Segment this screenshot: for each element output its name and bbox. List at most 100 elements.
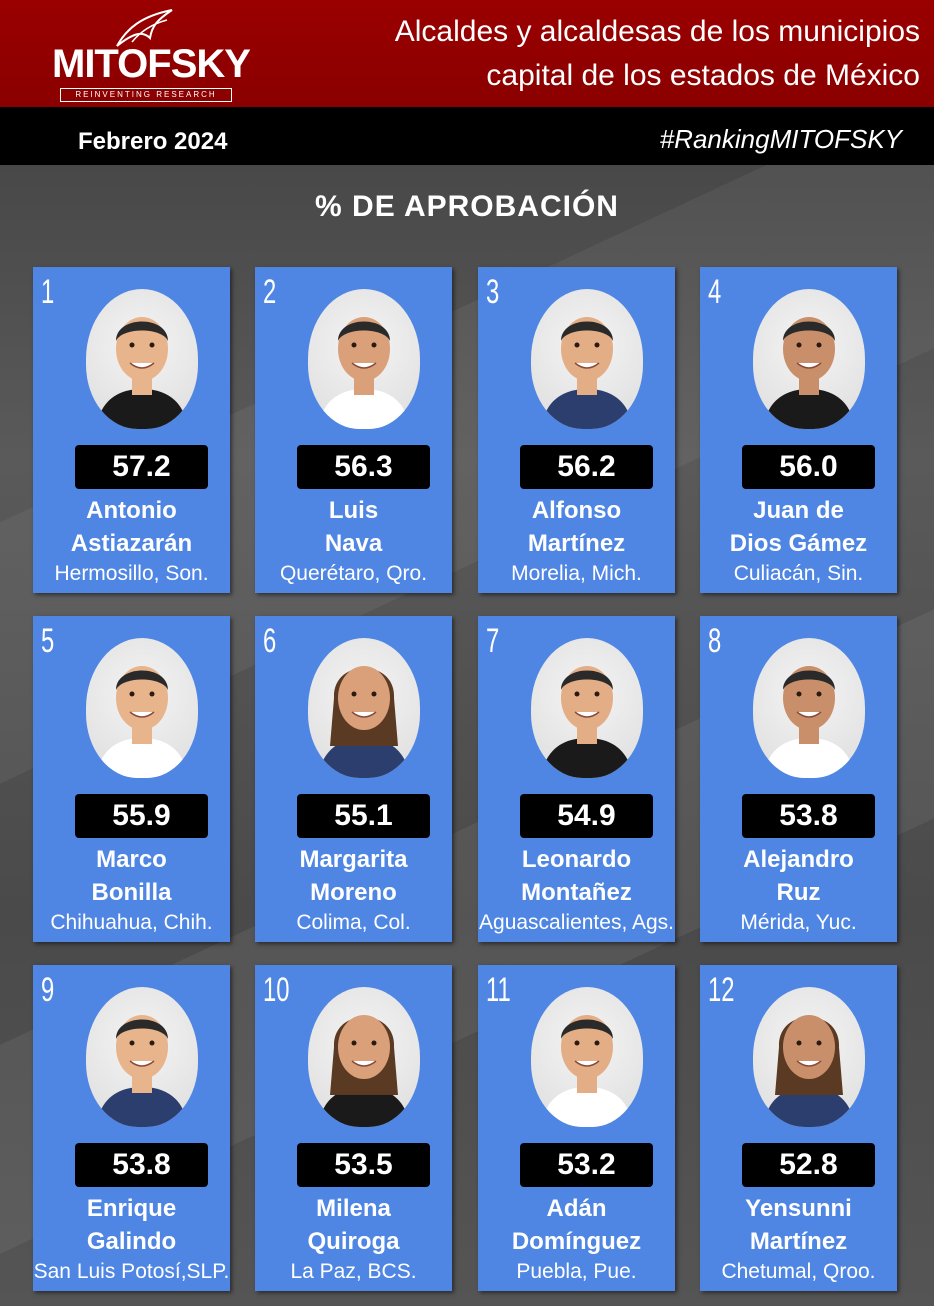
name-line-2: Nava [324,530,383,557]
approval-score: 53.2 [520,1143,653,1187]
logo-wordmark: MITOFSKY [52,42,251,86]
portrait-icon [763,666,855,778]
approval-score: 56.3 [297,445,430,489]
portrait-photo [308,638,420,778]
portrait-photo [753,289,865,429]
name-line-1: Margarita [299,846,408,873]
portrait-photo [308,987,420,1127]
rank-number: 9 [41,971,55,1009]
ranking-card: 3 56.2 Alfonso Martínez Morelia, Mich. [478,267,675,593]
portrait-icon [96,1015,188,1127]
bird-logo-icon [116,9,173,47]
name-line-2: Galindo [86,1228,177,1255]
approval-score: 53.8 [742,794,875,838]
name-line-2: Astiazarán [70,530,193,557]
portrait-photo [308,289,420,429]
name-line-2: Martínez [749,1228,848,1255]
mayor-name: Enrique Galindo [33,1192,230,1258]
portrait-photo [531,987,643,1127]
municipality-label: Puebla, Pue. [516,1260,637,1283]
name-line-2: Quiroga [307,1228,400,1255]
name-line-2: Montañez [521,879,632,906]
mayor-name: Margarita Moreno [255,843,452,909]
municipality-label: Chetumal, Qroo. [721,1260,876,1283]
title-line-1: Alcaldes y alcaldesas de los municipios [394,15,920,48]
approval-score: 56.0 [742,445,875,489]
ranking-card: 4 56.0 Juan de Dios Gámez Culiacán, Si [700,267,897,593]
section-title: % DE APROBACIÓN [315,190,619,223]
portrait-icon [318,1015,410,1127]
approval-score: 54.9 [520,794,653,838]
approval-score: 53.8 [75,1143,208,1187]
mayor-name: Yensunni Martínez [700,1192,897,1258]
municipality-label: Hermosillo, Son. [54,562,209,585]
municipality-label: Morelia, Mich. [511,562,642,585]
name-line-2: Moreno [310,879,397,906]
name-line-2: Ruz [776,879,821,906]
portrait-photo [753,638,865,778]
portrait-icon [96,666,188,778]
ranking-card: 8 53.8 Alejandro Ruz Mérida, Yuc. [700,616,897,942]
municipality-label: San Luis Potosí,SLP. [33,1260,230,1283]
ranking-card: 10 53.5 Milena Quiroga La Paz, BCS. [255,965,452,1291]
municipality-label: Colima, Col. [296,911,411,934]
name-line-1: Alejandro [743,846,854,873]
name-line-1: Leonardo [521,846,632,873]
mitofsky-logo: MITOFSKY REINVENTING RESEARCH [52,8,251,102]
ranking-card: 11 53.2 Adán Domínguez Puebla, Pue. [478,965,675,1291]
rank-number: 11 [486,971,511,1009]
mayor-name: Antonio Astiazarán [33,494,230,560]
municipality-label: Culiacán, Sin. [733,562,864,585]
rank-number: 3 [486,273,500,311]
portrait-photo [86,638,198,778]
name-line-1: Alfonso [531,497,622,524]
name-line-1: Yensunni [745,1195,852,1222]
name-line-1: Juan de [753,497,844,524]
approval-score: 53.5 [297,1143,430,1187]
portrait-photo [86,987,198,1127]
approval-score: 52.8 [742,1143,875,1187]
municipality-label: Aguascalientes, Ags. [479,911,674,934]
rank-number: 4 [708,273,722,311]
mayor-name: Adán Domínguez [478,1192,675,1258]
mayor-name: Leonardo Montañez [478,843,675,909]
sub-bar [0,107,934,165]
date-label: Febrero 2024 [78,128,228,155]
municipality-label: Chihuahua, Chih. [50,911,213,934]
mayor-name: Marco Bonilla [33,843,230,909]
ranking-card: 12 52.8 Yensunni Martínez Chetumal, Qr [700,965,897,1291]
ranking-card: 9 53.8 Enrique Galindo San Luis Potosí [33,965,230,1291]
municipality-label: Mérida, Yuc. [740,911,857,934]
name-line-1: Marco [96,846,167,873]
ranking-card: 7 54.9 Leonardo Montañez Aguascaliente [478,616,675,942]
portrait-icon [541,1015,633,1127]
header-bar: MITOFSKY REINVENTING RESEARCH Alcaldes y… [0,0,934,107]
hashtag-label: #RankingMITOFSKY [659,124,902,154]
portrait-photo [86,289,198,429]
mayor-name: Juan de Dios Gámez [700,494,897,560]
portrait-icon [318,317,410,429]
ranking-card: 5 55.9 Marco Bonilla Chihuahua, Chih. [33,616,230,942]
rank-number: 5 [41,622,55,660]
portrait-icon [541,317,633,429]
rank-number: 10 [263,971,290,1009]
name-line-2: Bonilla [91,879,172,906]
rank-number: 2 [263,273,277,311]
name-line-1: Antonio [86,497,177,524]
portrait-icon [763,317,855,429]
portrait-icon [96,317,188,429]
portrait-icon [541,666,633,778]
name-line-1: Luis [328,497,379,524]
portrait-photo [753,987,865,1127]
ranking-card: 2 56.3 Luis Nava Querétaro, Qro. [255,267,452,593]
rank-number: 7 [486,622,500,660]
portrait-photo [531,638,643,778]
name-line-2: Domínguez [511,1228,642,1255]
name-line-1: Enrique [86,1195,177,1222]
mayor-name: Alejandro Ruz [700,843,897,909]
mayor-name: Alfonso Martínez [478,494,675,560]
rank-number: 8 [708,622,722,660]
municipality-label: Querétaro, Qro. [279,562,428,585]
name-line-2: Martínez [527,530,626,557]
name-line-1: Adán [546,1195,607,1222]
